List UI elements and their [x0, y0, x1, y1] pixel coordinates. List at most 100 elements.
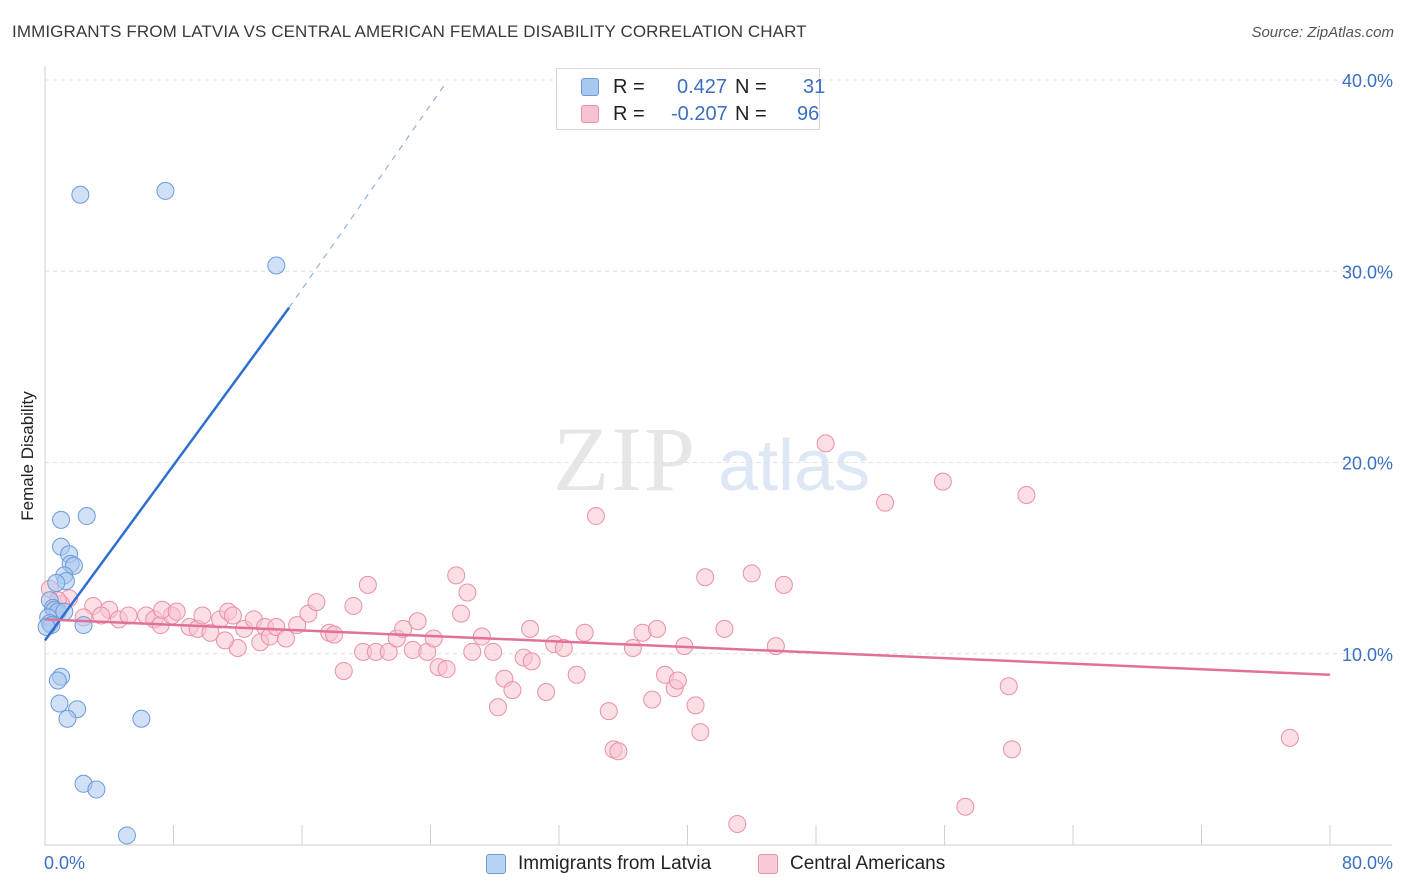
central-point [742, 564, 761, 583]
series-swatch-latvia [486, 854, 506, 874]
y-axis-label: Female Disability [18, 391, 37, 521]
central-point [876, 493, 895, 512]
x-tick-label: 80.0% [1342, 853, 1393, 873]
central-point [472, 627, 491, 646]
series-swatch-central [758, 854, 778, 874]
watermark-zip: ZIP [553, 408, 697, 510]
central-point [956, 797, 975, 816]
latvia-point [37, 617, 56, 636]
legend-swatch-central [581, 105, 599, 123]
central-point [623, 639, 642, 658]
latvia-point [48, 671, 67, 690]
central-point [668, 671, 687, 690]
central-point [933, 472, 952, 491]
central-point [408, 612, 427, 631]
y-tick-label: 30.0% [1342, 262, 1393, 282]
central-point [193, 606, 212, 625]
central-point [1280, 728, 1299, 747]
central-point [276, 629, 295, 648]
central-point [458, 583, 477, 602]
central-point [522, 652, 541, 671]
central-point [223, 606, 242, 625]
central-point [325, 625, 344, 644]
latvia-point [52, 510, 71, 529]
central-point [452, 604, 471, 623]
latvia-trend-line [43, 306, 291, 642]
legend-n-label: N = [735, 76, 767, 98]
central-point [267, 617, 286, 636]
legend-r-label: R = [613, 76, 645, 98]
central-point [358, 575, 377, 594]
latvia-point [71, 185, 90, 204]
legend-n-label: N = [735, 103, 767, 125]
central-point [484, 642, 503, 661]
legend-r-value: -0.207 [671, 103, 728, 125]
central-point [334, 661, 353, 680]
central-point [696, 568, 715, 587]
central-point [816, 434, 835, 453]
central-point [463, 642, 482, 661]
central-point [521, 619, 540, 638]
central-point [424, 629, 443, 648]
central-point [167, 602, 186, 621]
axes [44, 66, 1392, 846]
central-point [201, 623, 220, 642]
central-point [567, 665, 586, 684]
legend-r-label: R = [613, 103, 645, 125]
central-point [647, 619, 666, 638]
series-label-central: Central Americans [790, 853, 946, 874]
latvia-point [77, 507, 96, 526]
latvia-point [47, 573, 66, 592]
central-point [503, 681, 522, 700]
central-point [999, 677, 1018, 696]
y-tick-label: 10.0% [1342, 645, 1393, 665]
latvia-point [74, 616, 93, 635]
central-point [1017, 486, 1036, 505]
source-label: Source: ZipAtlas.com [1251, 24, 1394, 41]
central-point [686, 696, 705, 715]
central-point [691, 723, 710, 742]
central-point [394, 619, 413, 638]
central-point [715, 619, 734, 638]
latvia-point [132, 709, 151, 728]
latvia-point [117, 826, 136, 845]
latvia-point [58, 709, 77, 728]
latvia-points [37, 181, 286, 845]
x-tick-label: 0.0% [44, 853, 85, 873]
y-tick-label: 20.0% [1342, 454, 1393, 474]
y-tick-label: 40.0% [1342, 71, 1393, 91]
central-point [774, 575, 793, 594]
latvia-point [50, 694, 69, 713]
central-trend-line [44, 618, 1331, 677]
central-point [437, 660, 456, 679]
correlation-legend: R = 0.427 N = 31 R = -0.207 N = 96 [556, 68, 825, 130]
central-point [537, 683, 556, 701]
central-point [488, 698, 507, 717]
central-point [344, 596, 363, 615]
central-point [599, 702, 618, 721]
tick-labels: 10.0% 20.0% 30.0% 40.0% 0.0% 80.0% [44, 71, 1393, 873]
central-point [609, 742, 628, 761]
trend-lines [43, 81, 1331, 677]
central-point [92, 606, 111, 625]
central-point [447, 566, 466, 585]
central-point [1002, 740, 1021, 759]
watermark-atlas: atlas [718, 426, 870, 506]
legend-r-value: 0.427 [677, 76, 728, 98]
central-point [728, 814, 747, 833]
central-point [643, 690, 662, 709]
latvia-trend-extension [288, 81, 448, 308]
legend-swatch-latvia [581, 78, 599, 96]
central-point [379, 642, 398, 661]
latvia-point [267, 256, 286, 275]
series-label-latvia: Immigrants from Latvia [518, 853, 712, 874]
legend-n-value: 31 [803, 76, 826, 98]
central-point [575, 623, 594, 642]
central-point [215, 631, 234, 650]
legend-n-value: 96 [797, 103, 820, 125]
central-point [554, 639, 573, 658]
chart-title: IMMIGRANTS FROM LATVIA VS CENTRAL AMERIC… [12, 22, 807, 41]
central-point [307, 593, 326, 612]
central-point [586, 507, 605, 526]
